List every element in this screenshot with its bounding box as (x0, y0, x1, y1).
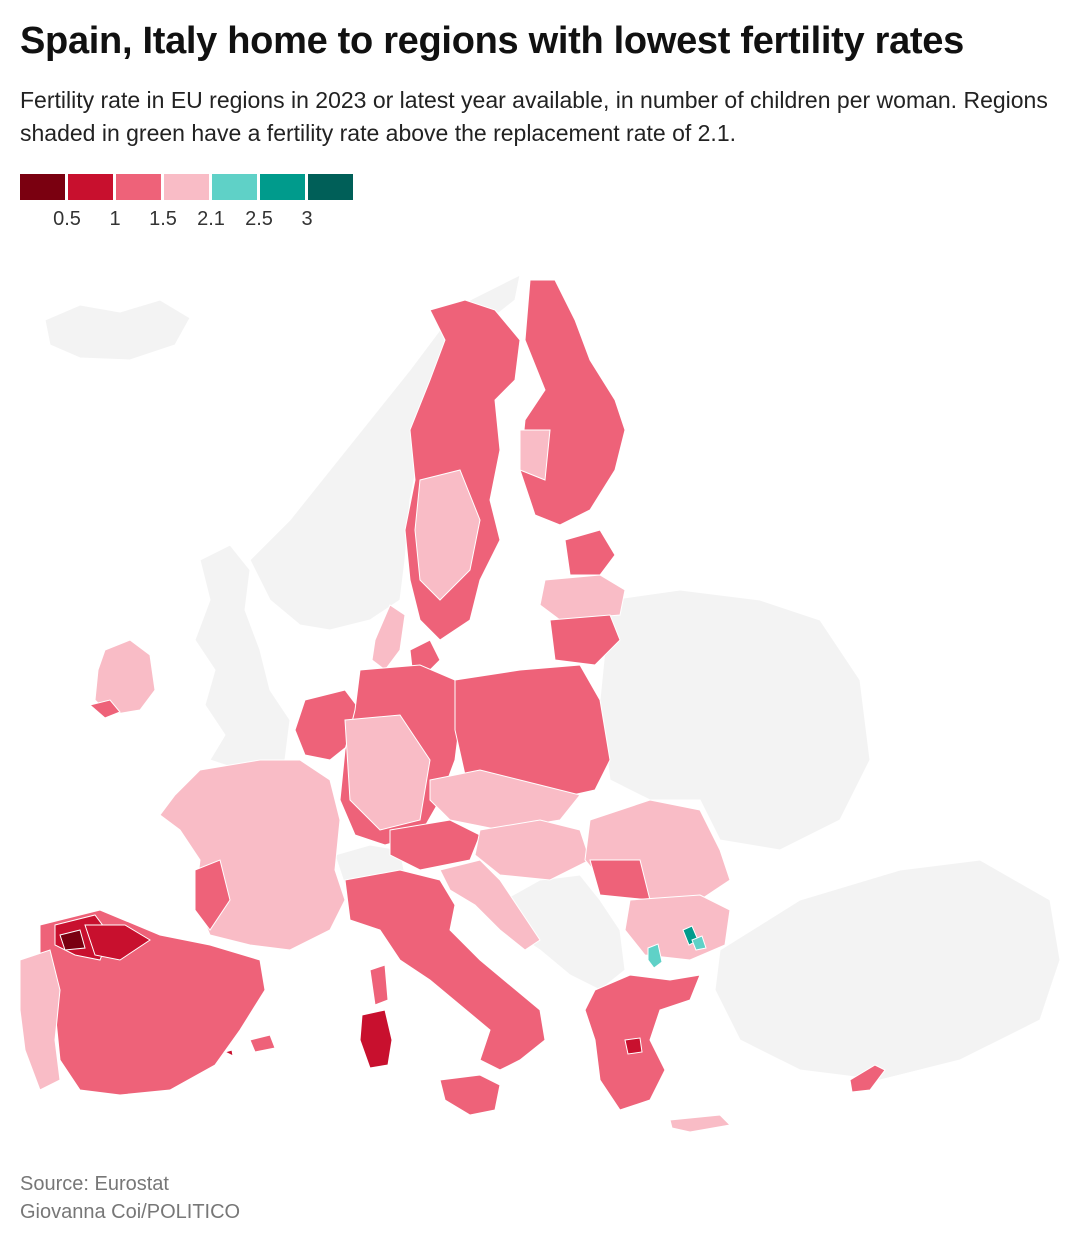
region-austria (389, 819, 481, 871)
region-crete (669, 1114, 732, 1133)
region-ireland-south (88, 699, 121, 719)
europe-map (19, 274, 1061, 1133)
eu-regions (19, 279, 886, 1133)
iceland-shape (44, 299, 191, 361)
legend-tick-2-1: 2.1 (197, 208, 225, 230)
region-spain-north (84, 924, 151, 961)
region-spain-asturias (59, 929, 86, 951)
legend-swatch-6 (260, 174, 305, 200)
region-bulgaria (624, 894, 731, 961)
credit-note: Giovanna Coi/POLITICO (20, 1201, 241, 1223)
region-portugal (19, 949, 61, 1091)
region-germany-central (344, 714, 431, 831)
legend-swatch-1 (20, 174, 65, 200)
turkey-shape (714, 859, 1061, 1081)
region-baltics-lithuania (549, 614, 621, 666)
legend-swatch-2 (68, 174, 113, 200)
region-bulgaria-high-3 (691, 935, 707, 951)
color-legend: 0.5 1 1.5 2.1 2.5 3 (20, 174, 360, 234)
region-sicily (439, 1074, 501, 1116)
footer: Source: Eurostat Giovanna Coi/POLITICO (20, 1170, 240, 1226)
legend-swatch-5 (212, 174, 257, 200)
legend-tick-0-5: 0.5 (53, 208, 81, 230)
region-sweden-west (414, 469, 481, 601)
legend-swatch-3 (116, 174, 161, 200)
region-corsica (369, 964, 389, 1006)
legend-tick-3: 3 (301, 208, 313, 230)
region-cyprus (849, 1064, 886, 1093)
legend-swatch-4 (164, 174, 209, 200)
region-greece (584, 974, 701, 1111)
region-sweden (404, 299, 521, 641)
region-poland (454, 664, 611, 801)
region-france-interior (194, 859, 231, 931)
region-ireland (94, 639, 156, 716)
region-balearic-small (223, 1049, 234, 1057)
region-benelux (294, 689, 361, 761)
legend-tick-1: 1 (109, 208, 121, 230)
region-denmark (371, 604, 406, 671)
chart-subtitle: Fertility rate in EU regions in 2023 or … (20, 87, 1048, 146)
region-bulgaria-high-1 (647, 943, 663, 969)
region-baltics-estonia (564, 529, 616, 576)
region-france (159, 759, 346, 951)
region-balearic (249, 1034, 276, 1053)
chart-title: Spain, Italy home to regions with lowest… (20, 20, 964, 62)
region-italy (344, 869, 546, 1071)
source-note: Source: Eurostat (20, 1173, 169, 1195)
eastern-europe-shape (599, 589, 871, 851)
region-finland (519, 279, 626, 526)
region-hungary (474, 819, 591, 881)
region-sardinia (359, 1009, 393, 1069)
region-czechia-slovakia (429, 769, 581, 831)
region-baltics-latvia (539, 574, 626, 621)
legend-tick-2-5: 2.5 (245, 208, 273, 230)
legend-swatch-7 (308, 174, 353, 200)
region-romania-south (589, 859, 651, 901)
region-greece-attica (624, 1037, 643, 1055)
region-slovenia-croatia (439, 859, 541, 951)
legend-tick-1-5: 1.5 (149, 208, 177, 230)
region-finland-south (519, 429, 551, 481)
